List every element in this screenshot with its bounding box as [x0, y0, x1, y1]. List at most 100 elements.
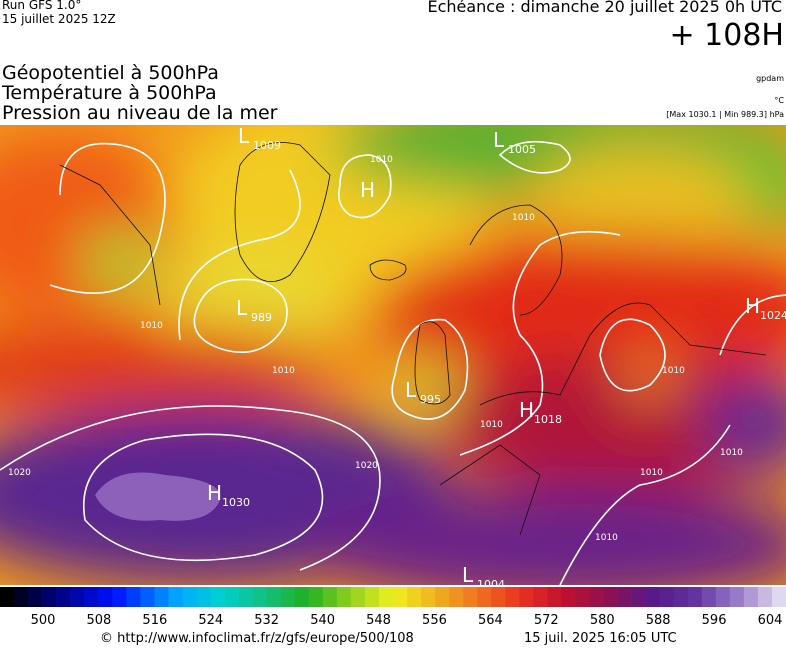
isobar-label: 1010: [512, 213, 535, 223]
legend-tick-label: 548: [366, 613, 391, 628]
pressure-center: H: [360, 178, 375, 202]
legend-tick-label: 524: [198, 613, 223, 628]
legend-swatch: [547, 587, 562, 607]
legend-tick-label: 540: [310, 613, 335, 628]
isobar-label: 1010: [720, 448, 743, 458]
run-label: Run GFS 1.0°: [2, 0, 82, 12]
legend-swatch: [407, 587, 422, 607]
valid-time: Echéance : dimanche 20 juillet 2025 0h U…: [427, 0, 782, 16]
legend-swatch: [617, 587, 632, 607]
legend-swatch: [659, 587, 675, 607]
legend-tick-label: 596: [702, 613, 727, 628]
legend-tick-label: 564: [478, 613, 503, 628]
legend-swatch: [322, 587, 338, 607]
pressure-value: 995: [420, 393, 441, 406]
legend-swatch: [463, 587, 478, 607]
isobar-label: 1010: [662, 366, 685, 376]
legend-tick-label: 516: [142, 613, 167, 628]
pressure-value: 1030: [222, 496, 250, 509]
legend-swatch: [729, 587, 745, 607]
isobar-label: 1010: [370, 155, 393, 165]
legend-swatch: [182, 587, 197, 607]
legend-swatch: [519, 587, 534, 607]
pressure-center: L: [462, 563, 474, 585]
field-label: Température à 500hPa: [2, 82, 217, 104]
pressure-value: 1005: [508, 143, 536, 156]
pressure-center: H: [745, 294, 760, 318]
legend-swatch: [505, 587, 520, 607]
legend-swatch: [294, 587, 310, 607]
unit-label: [Max 1030.1 | Min 989.3] hPa: [666, 110, 784, 119]
legend-swatch: [14, 587, 29, 607]
field-label: Géopotentiel à 500hPa: [2, 62, 219, 84]
legend-swatch: [308, 587, 324, 607]
legend-swatch: [336, 587, 352, 607]
run-date: 15 juillet 2025 12Z: [2, 12, 116, 26]
legend-tick-label: 604: [758, 613, 783, 628]
legend-swatch: [673, 587, 689, 607]
legend-swatch: [477, 587, 492, 607]
legend-swatch: [98, 587, 113, 607]
lead-time: + 108H: [669, 18, 785, 53]
legend-swatch: [140, 587, 155, 607]
legend-swatch: [701, 587, 717, 607]
legend-tick-label: 588: [646, 613, 671, 628]
legend-swatch: [561, 587, 576, 607]
legend-swatch: [743, 587, 759, 607]
field-label: Pression au niveau de la mer: [2, 102, 278, 124]
legend-tick-label: 500: [31, 613, 56, 628]
legend-swatch: [645, 587, 660, 607]
isobar-label: 1010: [480, 420, 503, 430]
legend-tick-label: 508: [87, 613, 112, 628]
pressure-center: L: [493, 128, 505, 152]
legend-swatch: [168, 587, 183, 607]
legend-swatch: [533, 587, 548, 607]
legend-swatch: [421, 587, 436, 607]
legend-swatch: [266, 587, 282, 607]
pressure-value: 989: [251, 311, 272, 324]
pressure-value: 1004: [477, 578, 505, 585]
legend-swatch: [224, 587, 239, 607]
legend-swatch: [112, 587, 127, 607]
pressure-center: L: [236, 296, 248, 320]
legend-swatch: [771, 587, 786, 607]
legend-swatch: [575, 587, 590, 607]
pressure-center: L: [405, 378, 417, 402]
legend-swatch: [154, 587, 169, 607]
isobars: [0, 140, 786, 585]
legend-swatch: [238, 587, 253, 607]
isobar-label: 1020: [8, 468, 31, 478]
pressure-value: 1024: [760, 309, 786, 322]
legend-swatch: [435, 587, 450, 607]
legend-tick-label: 572: [534, 613, 559, 628]
unit-label: gpdam: [756, 74, 784, 83]
legend-swatch: [56, 587, 71, 607]
pressure-center: H: [207, 481, 222, 505]
legend-swatch: [0, 587, 15, 607]
legend-swatch: [603, 587, 618, 607]
isobar-label: 1010: [595, 533, 618, 543]
legend-swatch: [42, 587, 57, 607]
isobar-label: 1010: [140, 321, 163, 331]
legend-swatch: [70, 587, 85, 607]
pressure-value: 1018: [534, 413, 562, 426]
legend-swatch: [126, 587, 141, 607]
pressure-center: L: [238, 125, 250, 148]
unit-label: °C: [774, 96, 784, 105]
legend-swatch: [589, 587, 604, 607]
legend-swatch: [196, 587, 211, 607]
isobar-label: 1020: [355, 461, 378, 471]
source-url: © http://www.infoclimat.fr/z/gfs/europe/…: [100, 631, 414, 646]
legend-swatch: [378, 587, 394, 607]
legend-swatch: [393, 587, 408, 607]
legend-swatch: [687, 587, 703, 607]
legend-swatch: [449, 587, 464, 607]
isobar-label: 1010: [640, 468, 663, 478]
legend-swatch: [252, 587, 267, 607]
legend-swatch: [28, 587, 43, 607]
legend-tick-label: 580: [590, 613, 615, 628]
legend-swatch: [84, 587, 99, 607]
